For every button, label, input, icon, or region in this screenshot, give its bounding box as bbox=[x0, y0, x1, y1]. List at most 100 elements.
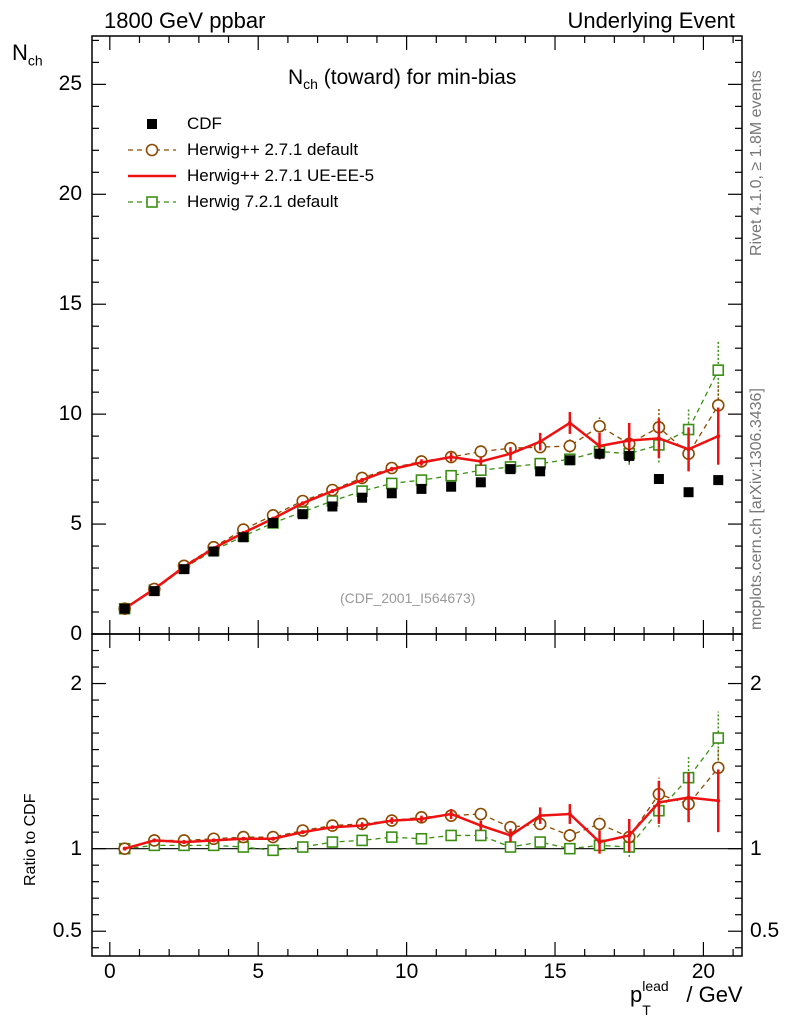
data-point-cdf bbox=[653, 474, 664, 485]
rivet-version-label: Rivet 4.1.0, ≥ 1.8M events bbox=[748, 70, 765, 256]
ratio-y-tick-label-right: 1 bbox=[750, 836, 762, 860]
data-point-herwig-7-2-1-default bbox=[712, 732, 725, 744]
ratio-y-tick-label: 1 bbox=[70, 836, 82, 860]
data-point-cdf bbox=[624, 450, 635, 461]
data-point-herwig-2-7-1-ue-ee-5 bbox=[567, 420, 572, 425]
data-point-herwig-2-7-1-ue-ee-5 bbox=[419, 816, 424, 821]
x-axis-label-sub: T bbox=[642, 1002, 651, 1018]
data-point-herwig-2-7-1-default bbox=[474, 807, 488, 821]
data-point-herwig-7-2-1-default bbox=[296, 841, 309, 853]
data-point-herwig-7-2-1-default bbox=[356, 834, 368, 847]
data-point-herwig-7-2-1-default bbox=[415, 474, 428, 486]
x-axis-label-p: p bbox=[630, 982, 643, 1007]
data-point-herwig-7-2-1-default bbox=[415, 832, 428, 845]
data-point-herwig-2-7-1-ue-ee-5 bbox=[122, 846, 127, 851]
data-point-cdf bbox=[327, 501, 338, 512]
data-point-herwig-2-7-1-ue-ee-5 bbox=[360, 478, 365, 483]
data-point-cdf bbox=[713, 475, 724, 486]
x-tick-label: 0 bbox=[103, 960, 116, 983]
mcplots-label: mcplots.cern.ch [arXiv:1306.3436] bbox=[748, 388, 765, 630]
ratio-panel-data bbox=[92, 711, 742, 857]
ratio-panel-frame bbox=[91, 633, 743, 957]
legend-label-herwig72: Herwig 7.2.1 default bbox=[187, 192, 339, 211]
data-point-herwig-2-7-1-default bbox=[593, 419, 606, 433]
main-y-tick-label: 15 bbox=[58, 292, 82, 316]
data-point-herwig-2-7-1-ue-ee-5 bbox=[567, 811, 572, 816]
data-point-herwig-2-7-1-ue-ee-5 bbox=[300, 830, 305, 835]
data-point-herwig-2-7-1-ue-ee-5 bbox=[330, 825, 335, 830]
data-point-herwig-2-7-1-ue-ee-5 bbox=[508, 451, 513, 456]
data-point-cdf bbox=[416, 483, 427, 494]
legend-label-herwig-ueee5: Herwig++ 2.7.1 UE-EE-5 bbox=[187, 166, 375, 185]
x-tick-label: 15 bbox=[543, 960, 567, 983]
plot-title-rest: (toward) for min-bias bbox=[317, 66, 517, 89]
data-point-cdf bbox=[119, 603, 130, 614]
data-point-herwig-2-7-1-ue-ee-5 bbox=[449, 455, 454, 460]
data-point-herwig-7-2-1-default bbox=[475, 829, 487, 842]
data-point-herwig-2-7-1-ue-ee-5 bbox=[716, 798, 721, 803]
data-point-herwig-2-7-1-ue-ee-5 bbox=[627, 833, 632, 838]
data-point-herwig-2-7-1-ue-ee-5 bbox=[271, 836, 276, 841]
data-point-herwig-2-7-1-ue-ee-5 bbox=[389, 818, 394, 823]
data-point-herwig-2-7-1-ue-ee-5 bbox=[508, 833, 513, 838]
data-point-herwig-7-2-1-default bbox=[712, 364, 725, 376]
x-axis-label-sup: lead bbox=[642, 978, 669, 994]
data-point-herwig-7-2-1-default bbox=[385, 831, 398, 843]
data-point-herwig-2-7-1-default bbox=[563, 829, 577, 842]
main-panel-data bbox=[118, 340, 725, 616]
data-point-herwig-2-7-1-ue-ee-5 bbox=[538, 439, 543, 444]
legend-marker-cdf bbox=[147, 119, 157, 129]
x-axis-label: p lead T / GeV bbox=[630, 978, 743, 1018]
data-point-herwig-2-7-1-ue-ee-5 bbox=[716, 434, 721, 439]
header-left: 1800 GeV ppbar bbox=[104, 8, 266, 33]
data-point-cdf bbox=[297, 509, 308, 520]
data-point-herwig-2-7-1-ue-ee-5 bbox=[686, 447, 691, 452]
data-point-herwig-2-7-1-ue-ee-5 bbox=[330, 489, 335, 494]
data-point-cdf bbox=[505, 464, 516, 475]
data-point-cdf bbox=[564, 455, 575, 466]
data-point-herwig-7-2-1-default bbox=[445, 469, 457, 482]
data-point-herwig-2-7-1-ue-ee-5 bbox=[656, 436, 661, 441]
legend-marker-herwig72 bbox=[146, 196, 158, 208]
main-y-axis-label-n: N bbox=[12, 40, 28, 65]
data-point-cdf bbox=[238, 532, 249, 543]
ratio-y-tick-label-right: 0.5 bbox=[750, 919, 780, 943]
data-point-herwig-7-2-1-default bbox=[564, 842, 576, 855]
data-point-cdf bbox=[535, 466, 546, 477]
data-point-cdf bbox=[594, 448, 605, 459]
data-point-herwig-2-7-1-ue-ee-5 bbox=[360, 823, 365, 828]
data-point-herwig-2-7-1-ue-ee-5 bbox=[656, 800, 661, 805]
data-point-herwig-7-2-1-default bbox=[237, 841, 250, 853]
data-point-cdf bbox=[683, 487, 694, 498]
data-point-herwig-2-7-1-default bbox=[563, 439, 577, 453]
data-point-herwig-2-7-1-ue-ee-5 bbox=[389, 467, 394, 472]
data-point-cdf bbox=[475, 477, 486, 488]
main-y-tick-label: 0 bbox=[70, 622, 82, 645]
ratio-y-axis-label: Ratio to CDF bbox=[22, 793, 39, 886]
main-y-axis-label: Nch bbox=[12, 40, 43, 68]
data-point-herwig-2-7-1-ue-ee-5 bbox=[597, 840, 602, 845]
data-point-cdf bbox=[357, 492, 368, 503]
data-point-cdf bbox=[446, 481, 457, 492]
data-point-herwig-2-7-1-ue-ee-5 bbox=[627, 438, 632, 443]
data-point-herwig-2-7-1-default bbox=[593, 817, 606, 831]
main-y-axis-label-sub: ch bbox=[27, 52, 43, 69]
data-point-herwig-7-2-1-default bbox=[385, 477, 398, 490]
x-tick-label: 10 bbox=[394, 960, 419, 983]
data-point-herwig-2-7-1-ue-ee-5 bbox=[538, 813, 543, 818]
plot-title-n: N bbox=[288, 66, 304, 89]
analysis-watermark: (CDF_2001_I564673) bbox=[340, 590, 476, 606]
data-point-cdf bbox=[149, 586, 160, 597]
x-tick-label: 20 bbox=[691, 960, 716, 983]
data-point-herwig-7-2-1-default bbox=[475, 464, 487, 477]
main-y-tick-label: 20 bbox=[58, 182, 82, 206]
data-point-herwig-2-7-1-default bbox=[474, 445, 488, 458]
data-point-herwig-2-7-1-ue-ee-5 bbox=[211, 838, 216, 843]
plot-title-sub: ch bbox=[303, 76, 318, 93]
data-point-cdf bbox=[386, 488, 397, 499]
data-point-herwig-7-2-1-default bbox=[445, 829, 457, 842]
data-point-herwig-7-2-1-default bbox=[504, 841, 517, 853]
header-right: Underlying Event bbox=[567, 8, 735, 33]
main-y-tick-label: 25 bbox=[58, 72, 82, 96]
ratio-y-tick-label: 2 bbox=[70, 671, 82, 695]
